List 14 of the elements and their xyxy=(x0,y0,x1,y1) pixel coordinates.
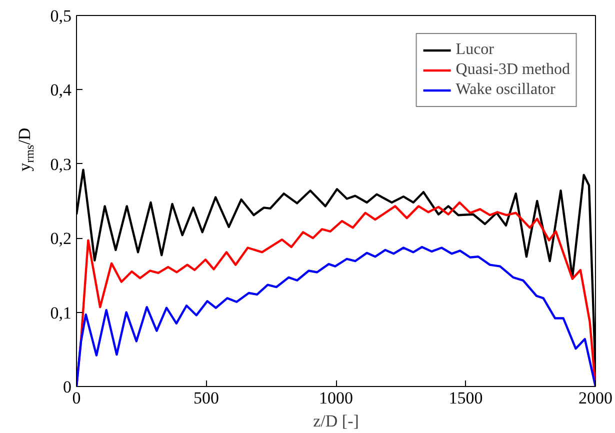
legend-label: Quasi-3D method xyxy=(456,61,570,79)
legend-label: Lucor xyxy=(456,41,494,59)
y-tick-label: 0,2 xyxy=(50,229,72,248)
x-tick-label: 500 xyxy=(194,388,219,408)
x-tick-label: 1500 xyxy=(448,388,483,408)
x-tick-label: 1000 xyxy=(319,388,353,408)
x-axis-title: z/D [-] xyxy=(313,412,359,430)
y-axis-title: yrms/D xyxy=(15,128,36,172)
legend-label: Wake oscillator xyxy=(456,81,556,99)
x-tick-label: 2000 xyxy=(578,388,612,408)
y-tick-label: 0,1 xyxy=(50,303,72,322)
y-tick-label: 0,4 xyxy=(50,80,72,100)
y-tick-label: 0,3 xyxy=(50,154,72,174)
y-tick-label: 0,5 xyxy=(50,6,72,26)
